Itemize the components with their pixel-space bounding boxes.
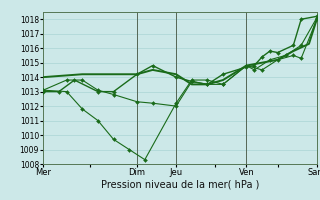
X-axis label: Pression niveau de la mer( hPa ): Pression niveau de la mer( hPa ) [101,180,259,190]
